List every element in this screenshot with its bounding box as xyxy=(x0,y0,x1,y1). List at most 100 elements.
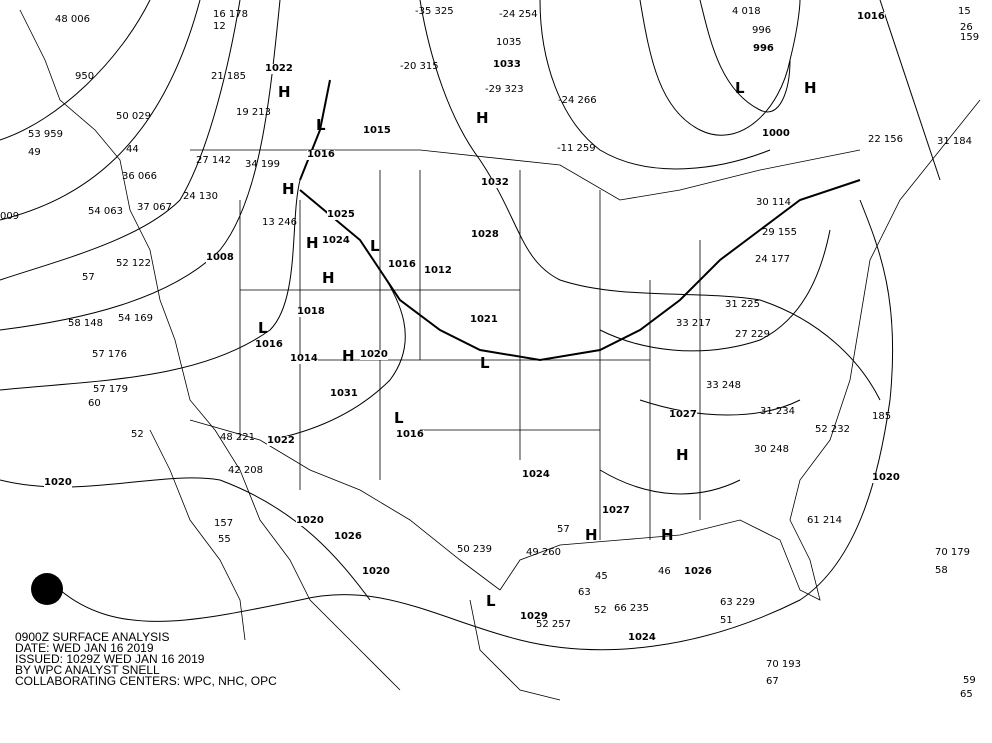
isobar xyxy=(539,0,771,170)
station-plot: 57 xyxy=(82,272,95,283)
isobar-label: 1016 xyxy=(307,149,335,160)
baja-coast xyxy=(149,429,246,641)
isobar-label: 1029 xyxy=(520,611,548,622)
station-plot: 63 xyxy=(578,587,591,598)
station-plot: 60 xyxy=(88,398,101,409)
station-plot: 57 xyxy=(557,524,570,535)
caption-date: DATE: WED JAN 16 2019 xyxy=(15,641,154,655)
high-pressure-center: H xyxy=(661,526,674,544)
station-plot: 42 208 xyxy=(228,465,263,476)
isobar-label: 1028 xyxy=(471,229,499,240)
isobar-label: 1016 xyxy=(388,259,416,270)
isobar xyxy=(639,0,801,136)
trough xyxy=(299,79,331,181)
station-plot: 996 xyxy=(752,25,772,36)
isobar xyxy=(599,229,831,352)
isobar-label: 1027 xyxy=(669,409,697,420)
isobar-label: 1016 xyxy=(857,11,885,22)
isobar-label: 1020 xyxy=(360,349,388,360)
isobar-label: 1016 xyxy=(255,339,283,350)
station-plot: 4 018 xyxy=(732,6,761,17)
isobar xyxy=(0,0,151,141)
station-plot: -29 323 xyxy=(485,84,524,95)
low-pressure-center: L xyxy=(316,116,326,134)
station-plot: 57 179 xyxy=(93,384,128,395)
isobar-label: 1033 xyxy=(493,59,521,70)
low-pressure-center: L xyxy=(394,409,404,427)
station-plot: 950 xyxy=(75,71,95,82)
station-plot: 70 179 xyxy=(935,547,970,558)
isobar-label: 1021 xyxy=(470,314,498,325)
high-pressure-center: H xyxy=(306,234,319,252)
station-plot: 185 xyxy=(872,411,892,422)
station-plot: 13 246 xyxy=(262,217,297,228)
station-plot: 49 xyxy=(28,147,41,158)
station-plot: 1035 xyxy=(496,37,522,48)
isobar xyxy=(0,0,241,281)
isobar-label: 1020 xyxy=(362,566,390,577)
isobar-label: 1008 xyxy=(206,252,234,263)
isobar-label: 1012 xyxy=(424,265,452,276)
isobar xyxy=(599,469,741,495)
station-plot: 30 114 xyxy=(756,197,791,208)
isobar xyxy=(699,0,791,113)
isobar xyxy=(879,0,941,181)
isobar-label: 1020 xyxy=(44,477,72,488)
isobar-label: 1022 xyxy=(267,435,295,446)
station-plot: 57 176 xyxy=(92,349,127,360)
high-pressure-center: H xyxy=(322,269,335,287)
isobar-label: 1024 xyxy=(322,235,350,246)
station-plot: 63 229 xyxy=(720,597,755,608)
isobar xyxy=(0,0,201,221)
high-pressure-center: H xyxy=(676,446,689,464)
isobar-label: 1000 xyxy=(762,128,790,139)
station-plot: 53 959 xyxy=(28,129,63,140)
isobar-label: 1015 xyxy=(363,125,391,136)
station-plot: -24 254 xyxy=(499,9,538,20)
isobar-label: 1026 xyxy=(334,531,362,542)
isobar xyxy=(0,179,301,391)
station-plot: 46 xyxy=(658,566,671,577)
isobar-label: 996 xyxy=(753,43,774,54)
station-plot: 70 193 xyxy=(766,659,801,670)
caption-issued: ISSUED: 1029Z WED JAN 16 2019 xyxy=(15,652,205,666)
station-plot: 24 177 xyxy=(755,254,790,265)
isobar-label: 1020 xyxy=(296,515,324,526)
station-plot: 67 xyxy=(766,676,779,687)
station-plot: 52 257 xyxy=(536,619,571,630)
station-plot: 65 xyxy=(960,689,973,700)
station-plot: 37 067 xyxy=(137,202,172,213)
high-pressure-center: H xyxy=(476,109,489,127)
station-plot: 66 235 xyxy=(614,603,649,614)
caption-title: 0900Z SURFACE ANALYSIS xyxy=(15,630,170,644)
noaa-logo xyxy=(31,573,63,605)
station-plot: 54 169 xyxy=(118,313,153,324)
station-plot: 52 xyxy=(131,429,144,440)
state-lines xyxy=(239,170,701,540)
station-plot: 55 xyxy=(218,534,231,545)
gulf-coast xyxy=(499,99,981,601)
station-plot: 58 xyxy=(935,565,948,576)
station-plot: 31 234 xyxy=(760,406,795,417)
station-plot: 29 155 xyxy=(762,227,797,238)
station-plot: 49 260 xyxy=(526,547,561,558)
isobar-label: 1024 xyxy=(628,632,656,643)
isobar-label: 1027 xyxy=(602,505,630,516)
isobar-label: 1032 xyxy=(481,177,509,188)
us-mexico-border xyxy=(189,419,501,591)
station-plot: 48 006 xyxy=(55,14,90,25)
isobar xyxy=(639,399,801,416)
isobar xyxy=(269,269,406,441)
high-pressure-center: H xyxy=(585,526,598,544)
station-plot: 50 029 xyxy=(116,111,151,122)
isobar-label: 1018 xyxy=(297,306,325,317)
station-plot: 30 248 xyxy=(754,444,789,455)
mexico-coast xyxy=(469,599,561,701)
low-pressure-center: L xyxy=(370,237,380,255)
isobar-label: 1022 xyxy=(265,63,293,74)
station-plot: 157 xyxy=(214,518,234,529)
canada-us-border xyxy=(190,149,861,201)
station-plot: 19 213 xyxy=(236,107,271,118)
